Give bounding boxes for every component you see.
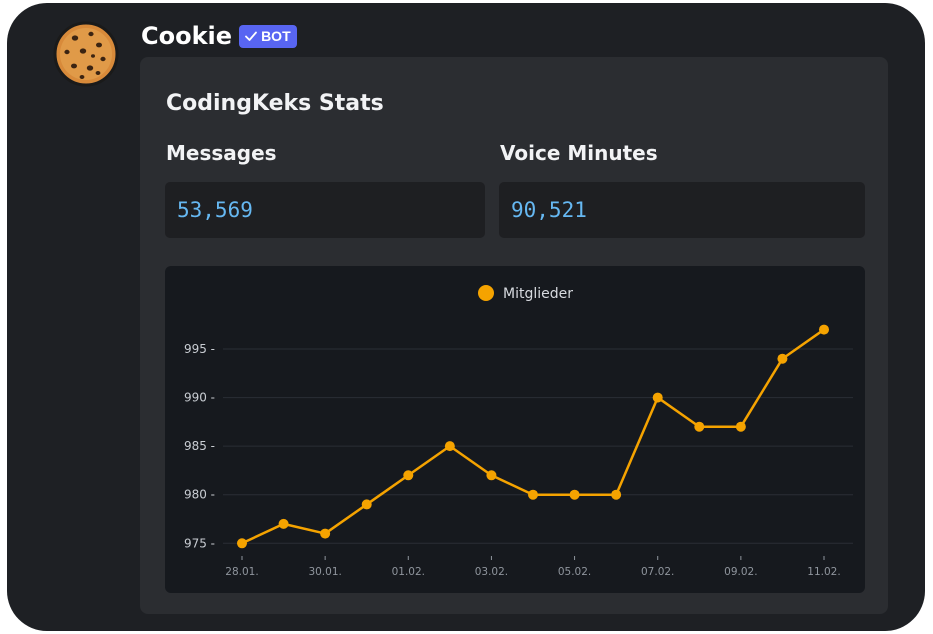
data-point-04.02.	[528, 489, 538, 500]
x-tick-label-01.02.: 01.02.	[392, 566, 425, 578]
author-name[interactable]: Cookie	[141, 22, 233, 50]
field-box-voice-minutes: 90,521	[499, 182, 865, 238]
legend-marker-mitglieder	[478, 285, 494, 301]
members-line-chart: 975 - 980 - 985 - 990 - 995 - 28.01. 30.01. 01.…	[184, 285, 853, 578]
embed-title: CodingKeks Stats	[166, 91, 384, 116]
x-tick-label-03.02.: 03.02.	[475, 566, 508, 578]
data-point-07.02.	[652, 392, 663, 403]
field-value-messages: 53,569	[177, 198, 253, 222]
data-point-11.02.	[819, 324, 829, 335]
y-tick-label-995: 995 -	[184, 342, 215, 356]
data-point-10.02.	[777, 353, 788, 364]
y-tick-label-980: 980 -	[184, 488, 215, 502]
members-chart[interactable]: 975 - 980 - 985 - 990 - 995 - 28.01. 30.01. 01.…	[165, 266, 865, 593]
legend-label-mitglieder: Mitglieder	[503, 286, 573, 302]
field-name-messages: Messages	[166, 141, 277, 165]
checkmark-icon	[245, 31, 257, 41]
data-point-03.02.	[486, 470, 497, 481]
field-box-messages: 53,569	[165, 182, 485, 238]
field-name-voice-minutes: Voice Minutes	[500, 141, 658, 165]
data-point-31.01.	[361, 499, 372, 510]
x-tick-label-30.01.: 30.01.	[308, 566, 341, 578]
data-point-29.01.	[278, 518, 289, 529]
x-tick-label-05.02.: 05.02.	[558, 566, 591, 578]
series-line-mitglieder	[241, 328, 825, 545]
field-value-voice-minutes: 90,521	[511, 198, 587, 222]
data-point-02.02.	[444, 441, 455, 452]
x-tick-label-28.01.: 28.01.	[225, 566, 258, 578]
data-point-01.02.	[403, 470, 414, 481]
y-tick-label-985: 985 -	[184, 439, 215, 453]
x-tick-label-07.02.: 07.02.	[641, 566, 674, 578]
x-tick-label-11.02.: 11.02.	[807, 566, 840, 578]
cookie-icon	[53, 21, 119, 87]
bot-badge: BOT	[239, 24, 297, 48]
author-row: Cookie BOT	[141, 21, 297, 51]
data-point-05.02.	[569, 489, 580, 500]
y-tick-label-990: 990 -	[184, 391, 215, 405]
data-point-08.02.	[694, 421, 705, 432]
avatar[interactable]	[53, 21, 119, 87]
bot-badge-label: BOT	[261, 28, 291, 44]
data-point-30.01.	[320, 528, 331, 539]
discord-message-window: Cookie BOT CodingKeks Stats Messages 53,…	[7, 3, 925, 631]
y-tick-label-975: 975 -	[184, 536, 215, 550]
stats-embed: CodingKeks Stats Messages 53,569 Voice M…	[140, 57, 888, 614]
data-point-28.01.	[237, 538, 247, 549]
x-tick-label-09.02.: 09.02.	[724, 566, 757, 578]
data-point-06.02.	[611, 489, 622, 500]
data-point-09.02.	[735, 421, 746, 432]
